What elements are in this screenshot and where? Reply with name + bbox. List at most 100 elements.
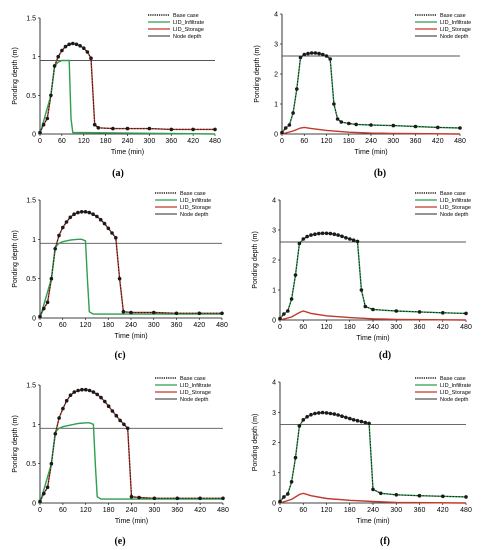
- y-tick-label: 0: [32, 316, 36, 323]
- legend-label: Node depth: [173, 34, 201, 40]
- chart-panel-1: 0 60 120 180 240 300 360 420 480 0 0.5 1 1.5 Time (mi…: [12, 13, 221, 179]
- x-tick-label: 420: [193, 322, 205, 329]
- y-tick-label: 1: [32, 54, 36, 61]
- series-line-lid-infiltrate: [39, 59, 216, 135]
- x-tick-label: 0: [38, 138, 42, 145]
- series-point-base-case: [351, 238, 356, 242]
- series-line-lid-storage: [39, 211, 222, 317]
- series-point-base-case: [344, 415, 348, 420]
- legend-label: LID_Storage: [440, 390, 471, 396]
- series-point-base-case: [49, 276, 54, 281]
- series-point-base-case: [38, 130, 42, 135]
- legend-label: Node depth: [180, 212, 208, 218]
- series-point-base-case: [84, 387, 88, 392]
- series-point-base-case: [60, 48, 64, 53]
- series-point-base-case: [282, 495, 286, 499]
- x-tick-label: 0: [38, 322, 42, 329]
- series-point-base-case: [41, 122, 46, 127]
- series-point-base-case: [125, 426, 130, 431]
- series-point-base-case: [293, 455, 298, 460]
- series-point-base-case: [91, 390, 96, 394]
- series-point-base-case: [278, 499, 282, 504]
- series-point-base-case: [354, 122, 359, 127]
- series-point-base-case: [147, 126, 152, 131]
- x-tick-label: 420: [194, 507, 206, 514]
- series-point-base-case: [85, 50, 90, 54]
- series-line-lid-storage: [279, 310, 467, 321]
- series-point-base-case: [64, 398, 69, 403]
- series-point-base-case: [89, 56, 93, 60]
- series-point-base-case: [129, 494, 134, 499]
- series-point-base-case: [175, 496, 180, 501]
- series-point-base-case: [114, 236, 118, 240]
- series-point-base-case: [137, 495, 141, 500]
- y-tick-label: 1: [32, 422, 36, 429]
- series-point-base-case: [295, 87, 299, 91]
- series-point-base-case: [71, 41, 75, 46]
- series-point-base-case: [80, 387, 84, 392]
- series-point-base-case: [129, 310, 133, 315]
- series-point-base-case: [91, 212, 95, 216]
- x-tick-label: 0: [38, 507, 42, 514]
- series-point-base-case: [436, 125, 440, 130]
- series-point-base-case: [317, 231, 321, 236]
- x-tick-label: 240: [125, 322, 137, 329]
- series-point-base-case: [309, 412, 313, 417]
- series-point-base-case: [87, 210, 92, 215]
- series-point-base-case: [79, 210, 84, 214]
- series-point-base-case: [348, 237, 352, 241]
- legend-label: Base case: [440, 191, 466, 197]
- series-point-base-case: [286, 492, 290, 496]
- x-tick-label: 300: [390, 507, 402, 514]
- x-tick-label: 240: [367, 324, 379, 331]
- series-point-base-case: [45, 300, 50, 305]
- series-point-base-case: [38, 314, 42, 319]
- series-point-base-case: [347, 121, 351, 126]
- series-point-base-case: [336, 413, 340, 417]
- series-point-base-case: [291, 111, 295, 115]
- series-line-lid-infiltrate: [281, 52, 461, 133]
- series-point-base-case: [72, 212, 76, 216]
- y-tick-label: 3: [272, 228, 276, 235]
- x-tick-label: 0: [280, 138, 284, 145]
- series-point-base-case: [317, 51, 321, 56]
- x-tick-label: 60: [59, 507, 67, 514]
- series-point-base-case: [99, 395, 103, 400]
- series-point-base-case: [92, 122, 97, 127]
- x-tick-label: 360: [414, 324, 426, 331]
- x-tick-label: 120: [80, 507, 92, 514]
- x-tick-label: 180: [344, 507, 356, 514]
- series-point-base-case: [114, 413, 119, 418]
- legend-label: LID_Infiltrate: [440, 383, 471, 389]
- series-point-base-case: [53, 432, 58, 436]
- series-point-base-case: [61, 406, 65, 411]
- series-point-base-case: [68, 215, 73, 220]
- x-tick-label: 420: [432, 138, 444, 145]
- y-tick-label: 4: [272, 198, 276, 205]
- legend-label: Node depth: [440, 397, 468, 403]
- series-point-base-case: [363, 420, 368, 425]
- series-point-base-case: [106, 226, 111, 231]
- series-point-base-case: [324, 411, 329, 415]
- x-tick-label: 300: [390, 324, 402, 331]
- legend-label: LID_Infiltrate: [440, 198, 471, 204]
- series-point-base-case: [220, 311, 224, 316]
- series-point-base-case: [359, 288, 364, 292]
- series-point-base-case: [289, 480, 294, 484]
- x-tick-label: 240: [365, 138, 377, 145]
- series-point-base-case: [49, 93, 53, 98]
- series-point-base-case: [313, 232, 317, 236]
- series-point-base-case: [340, 414, 344, 419]
- x-tick-label: 180: [102, 322, 114, 329]
- series-point-base-case: [191, 127, 195, 132]
- y-tick-label: 0: [32, 501, 36, 508]
- x-tick-label: 360: [171, 507, 183, 514]
- series-point-base-case: [351, 418, 356, 422]
- x-axis-label: Time (min): [356, 335, 389, 342]
- series-point-base-case: [76, 388, 80, 393]
- series-point-base-case: [42, 306, 46, 311]
- x-tick-label: 120: [78, 138, 90, 145]
